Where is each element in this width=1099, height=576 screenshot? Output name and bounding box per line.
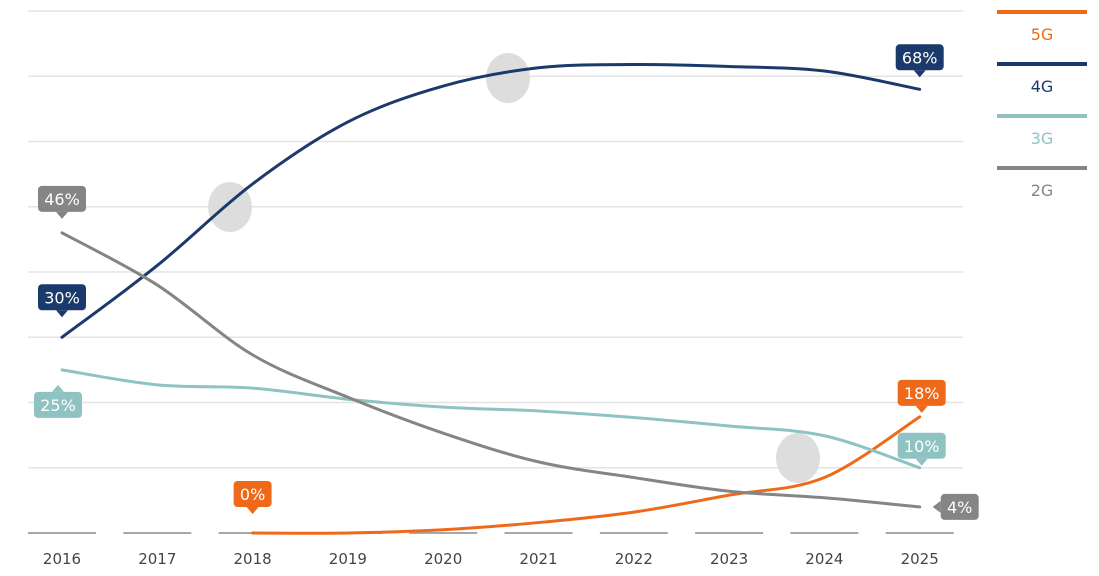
x-tick-label-2018: 2018 bbox=[234, 550, 272, 568]
callout-text: 46% bbox=[44, 190, 80, 209]
x-tick-label-2016: 2016 bbox=[43, 550, 81, 568]
series-line-2g bbox=[60, 231, 922, 509]
callout-3g-2025: 10% bbox=[897, 432, 946, 466]
x-tick-label-2017: 2017 bbox=[138, 550, 176, 568]
highlight-marker bbox=[776, 433, 820, 483]
x-tick-label-2025: 2025 bbox=[901, 550, 939, 568]
series-line-4g bbox=[60, 62, 922, 339]
legend-label: 5G bbox=[1031, 25, 1054, 44]
callout-4g-2025: 68% bbox=[895, 44, 944, 78]
callout-text: 4% bbox=[947, 498, 972, 517]
callout-5g-2018: 0% bbox=[233, 481, 272, 514]
callout-box bbox=[895, 44, 944, 71]
legend-item-2g: 2G bbox=[997, 166, 1087, 200]
callout-pointer bbox=[56, 310, 68, 318]
x-tick-label-2019: 2019 bbox=[329, 550, 367, 568]
x-tick-label-2023: 2023 bbox=[710, 550, 748, 568]
legend: 5G 4G 3G 2G bbox=[997, 10, 1087, 200]
callout-4g-2016: 30% bbox=[38, 284, 86, 318]
callout-pointer bbox=[246, 507, 259, 514]
x-tick-label-2021: 2021 bbox=[519, 550, 557, 568]
callout-text: 10% bbox=[904, 437, 940, 456]
callout-box bbox=[38, 284, 86, 311]
legend-item-5g: 5G bbox=[997, 10, 1087, 44]
callout-pointer bbox=[56, 211, 68, 219]
callout-pointer bbox=[913, 70, 926, 78]
callout-3g-2016: 25% bbox=[34, 384, 82, 418]
x-tick-label-2024: 2024 bbox=[805, 550, 843, 568]
highlight-marker bbox=[486, 53, 530, 103]
callout-pointer bbox=[52, 384, 64, 392]
legend-label: 3G bbox=[1031, 129, 1054, 148]
callout-text: 0% bbox=[240, 485, 265, 504]
callout-2g-2016: 46% bbox=[38, 185, 86, 219]
callout-text: 30% bbox=[44, 288, 80, 307]
highlight-markers bbox=[208, 53, 820, 483]
legend-item-3g: 3G bbox=[997, 114, 1087, 148]
callout-box bbox=[34, 391, 82, 418]
series-line-3g bbox=[60, 368, 922, 470]
x-axis: 2016 2017 2018 2019 2020 2021 2022 2023 2024 2025 bbox=[28, 532, 954, 568]
legend-item-4g: 4G bbox=[997, 62, 1087, 96]
callout-pointer bbox=[915, 458, 928, 466]
callout-box bbox=[897, 432, 946, 459]
callout-text: 68% bbox=[902, 48, 938, 67]
callout-pointer bbox=[932, 500, 941, 513]
callout-pointer bbox=[915, 405, 928, 413]
callout-box bbox=[233, 481, 272, 507]
legend-label: 2G bbox=[1031, 181, 1054, 200]
series-line-5g bbox=[251, 415, 922, 535]
x-tick-label-2022: 2022 bbox=[615, 550, 653, 568]
callout-text: 25% bbox=[40, 396, 76, 415]
series-lines bbox=[60, 62, 922, 535]
callout-box bbox=[940, 493, 979, 520]
data-callouts: 30% 68% 46% 4% 25% 10% 0% 18% bbox=[34, 44, 979, 520]
callout-box bbox=[38, 185, 86, 212]
x-tick-label-2020: 2020 bbox=[424, 550, 462, 568]
callout-box bbox=[897, 379, 946, 406]
legend-label: 4G bbox=[1031, 77, 1054, 96]
callout-text: 18% bbox=[904, 384, 940, 403]
callout-2g-2025: 4% bbox=[932, 493, 979, 520]
grid bbox=[28, 10, 963, 469]
callout-5g-2025: 18% bbox=[897, 379, 946, 413]
